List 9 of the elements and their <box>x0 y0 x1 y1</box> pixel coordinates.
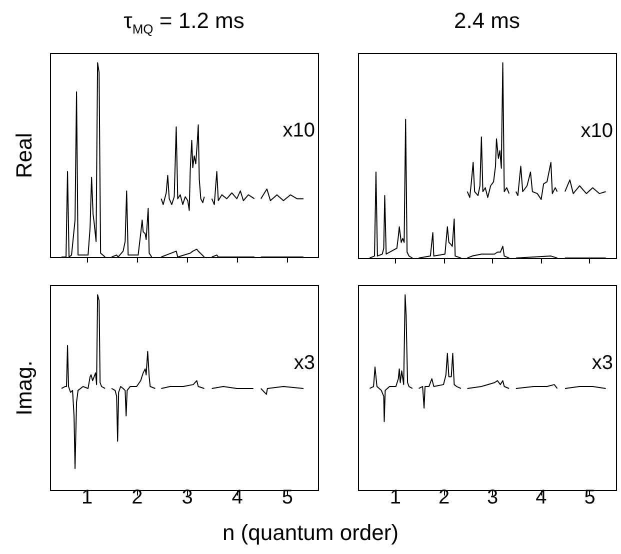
annotation: x3 <box>592 352 613 374</box>
x-axis-title: n (quantum order) <box>221 520 400 546</box>
annotation: x10 <box>580 120 613 142</box>
y-axis-title: Imag. <box>12 360 36 416</box>
y-axis-title: Real <box>12 132 36 178</box>
annotation: x3 <box>294 352 315 374</box>
annotation: x10 <box>282 120 315 142</box>
chart-title: τ$_{MQ}$ = 1.2 ms <box>122 8 246 36</box>
chart-title: 2.4 ms <box>452 8 522 34</box>
